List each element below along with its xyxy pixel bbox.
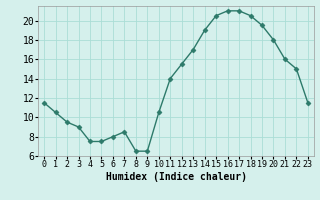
X-axis label: Humidex (Indice chaleur): Humidex (Indice chaleur) xyxy=(106,172,246,182)
